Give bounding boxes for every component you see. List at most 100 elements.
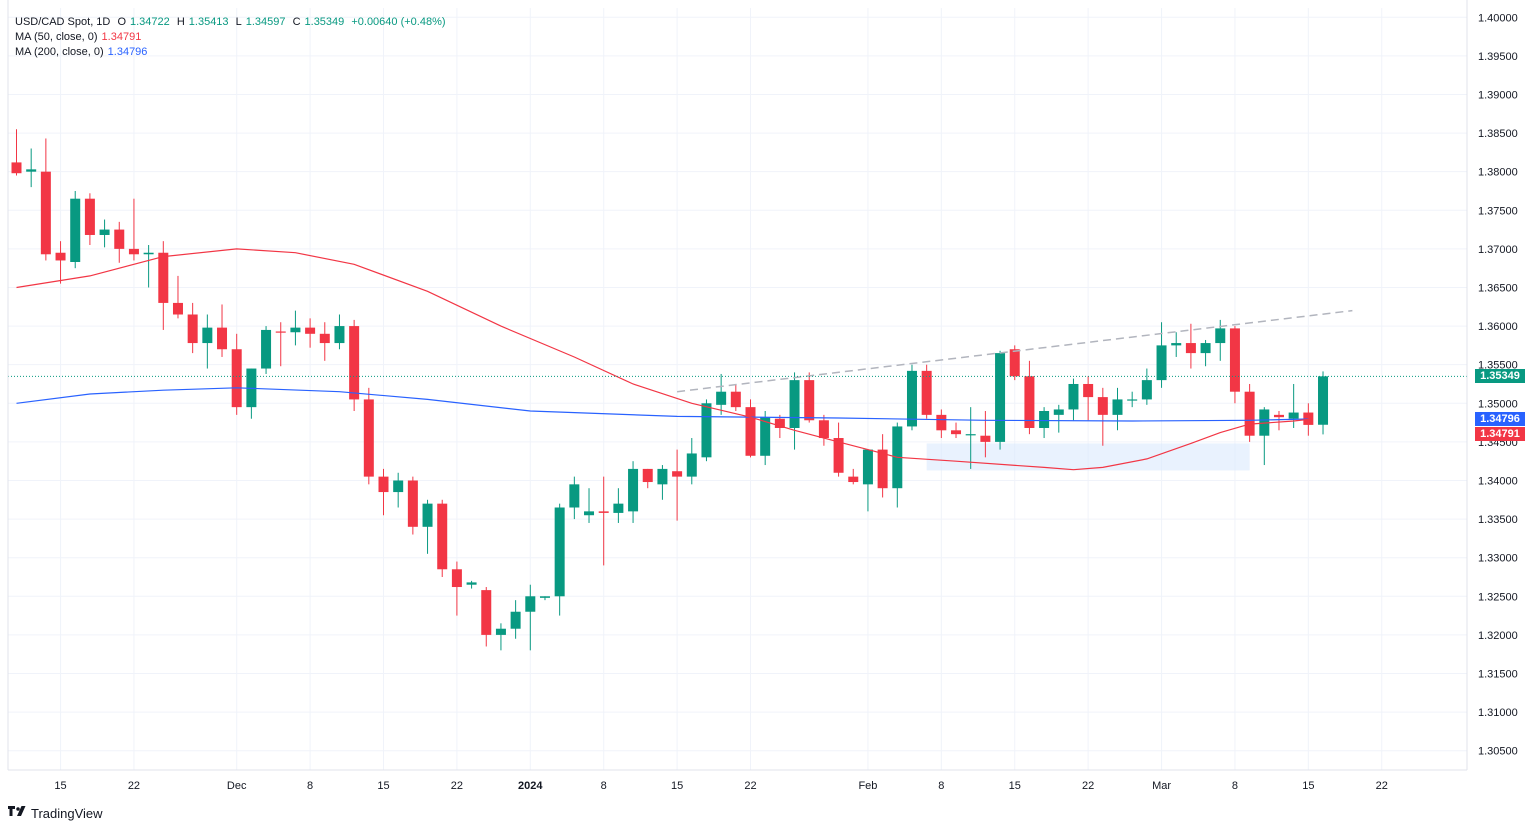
- candle-body: [818, 420, 829, 439]
- x-tick-label: 15: [377, 780, 389, 792]
- candle-body: [26, 169, 37, 172]
- candle-body: [804, 380, 815, 421]
- candle-body: [334, 326, 345, 344]
- chart-legend: USD/CAD Spot, 1D O 1.34722 H 1.35413 L 1.34…: [15, 15, 450, 60]
- candle-body: [1112, 399, 1123, 415]
- candle-body: [848, 476, 859, 483]
- candle-body: [305, 327, 316, 334]
- legend-l-label: L: [235, 16, 242, 28]
- candle-body: [965, 434, 976, 436]
- candle-body: [598, 511, 609, 513]
- x-tick-label: 22: [1376, 780, 1388, 792]
- candle-body: [363, 399, 374, 477]
- candle-body: [921, 370, 932, 415]
- legend-ma50-row[interactable]: MA (50, close, 0) 1.34791: [15, 30, 450, 45]
- candle-body: [275, 331, 286, 333]
- x-tick-label: 8: [307, 780, 313, 792]
- x-tick-label: 8: [1232, 780, 1238, 792]
- candle-body: [1185, 343, 1196, 354]
- candle-body: [11, 162, 22, 174]
- legend-o-value: 1.34722: [130, 16, 170, 28]
- legend-c-label: C: [292, 16, 301, 28]
- candle-body: [833, 438, 844, 473]
- x-tick-label: 8: [938, 780, 944, 792]
- y-tick-label: 1.35500: [1478, 360, 1518, 372]
- candle-body: [877, 449, 888, 489]
- candle-body: [40, 171, 51, 255]
- x-tick-label: 22: [451, 780, 463, 792]
- y-tick-label: 1.37500: [1478, 205, 1518, 217]
- ma50-price-tag: 1.34791: [1475, 427, 1525, 442]
- legend-o-label: O: [117, 16, 126, 28]
- y-tick-label: 1.36000: [1478, 321, 1518, 333]
- y-tick-label: 1.38000: [1478, 167, 1518, 179]
- legend-ma50-value: 1.34791: [101, 31, 142, 43]
- candle-body: [1053, 409, 1064, 415]
- last-price-tag: 1.35349: [1475, 369, 1525, 384]
- candle-body: [980, 435, 991, 442]
- candle-body: [217, 327, 228, 350]
- candle-body: [1171, 343, 1182, 346]
- candle-body: [1288, 412, 1299, 419]
- tradingview-brand[interactable]: TradingView: [8, 804, 103, 822]
- y-tick-label: 1.31500: [1478, 668, 1518, 680]
- x-tick-label: 2024: [518, 780, 543, 792]
- candle-body: [1039, 411, 1050, 428]
- y-tick-label: 1.38500: [1478, 128, 1518, 140]
- candle-body: [1141, 380, 1152, 400]
- candle-body: [1318, 376, 1329, 425]
- x-tick-label: 15: [671, 780, 683, 792]
- candle-body: [84, 198, 95, 235]
- candle-body: [613, 503, 624, 513]
- indicator-lines: [8, 248, 1467, 471]
- x-tick-label: 15: [1302, 780, 1314, 792]
- legend-symbol[interactable]: USD/CAD Spot, 1D: [15, 16, 111, 28]
- candle-body: [525, 596, 536, 612]
- y-tick-label: 1.34000: [1478, 475, 1518, 487]
- candle-body: [789, 380, 800, 428]
- candle-body: [1097, 397, 1108, 415]
- candle-body: [701, 403, 712, 458]
- candle-body: [172, 302, 183, 315]
- x-tick-label: Mar: [1152, 780, 1171, 792]
- candle-body: [158, 252, 169, 303]
- candle-body: [1215, 328, 1226, 344]
- x-tick-label: Feb: [858, 780, 877, 792]
- candle-body: [114, 229, 125, 249]
- grid-lines: [8, 8, 1467, 770]
- candles: [11, 129, 1329, 651]
- candle-body: [290, 327, 301, 333]
- legend-ma200-value: 1.34796: [107, 46, 148, 58]
- candle-body: [187, 314, 198, 344]
- candle-body: [495, 628, 506, 635]
- x-tick-label: 15: [54, 780, 66, 792]
- candle-body: [231, 349, 242, 408]
- legend-l-value: 1.34597: [245, 16, 286, 28]
- legend-change: +0.00640 (+0.48%): [351, 16, 446, 28]
- candle-body: [730, 391, 741, 408]
- candle-body: [481, 590, 492, 635]
- candle-body: [995, 353, 1006, 442]
- y-tick-label: 1.33000: [1478, 553, 1518, 565]
- candle-body: [70, 198, 81, 262]
- candle-body: [1024, 376, 1035, 428]
- y-tick-label: 1.39000: [1478, 89, 1518, 101]
- x-tick-label: 15: [1009, 780, 1021, 792]
- candle-body: [745, 407, 756, 456]
- candle-body: [554, 507, 565, 597]
- legend-c-value: 1.35349: [304, 16, 345, 28]
- candle-body: [951, 430, 962, 435]
- candle-body: [202, 327, 213, 344]
- candle-body: [407, 480, 418, 527]
- candle-body: [349, 326, 360, 400]
- candle-body: [862, 449, 873, 485]
- candle-body: [1200, 343, 1211, 354]
- candle-body: [1009, 349, 1020, 377]
- candle-body: [261, 329, 272, 369]
- candle-body: [760, 417, 771, 456]
- axes: 1.40000 1.39500 1.39000 1.38500 1.38000 1.375…: [7, 0, 1518, 792]
- x-tick-label: 22: [744, 780, 756, 792]
- legend-ma200-row[interactable]: MA (200, close, 0) 1.34796: [15, 45, 450, 60]
- candle-body: [1083, 383, 1094, 398]
